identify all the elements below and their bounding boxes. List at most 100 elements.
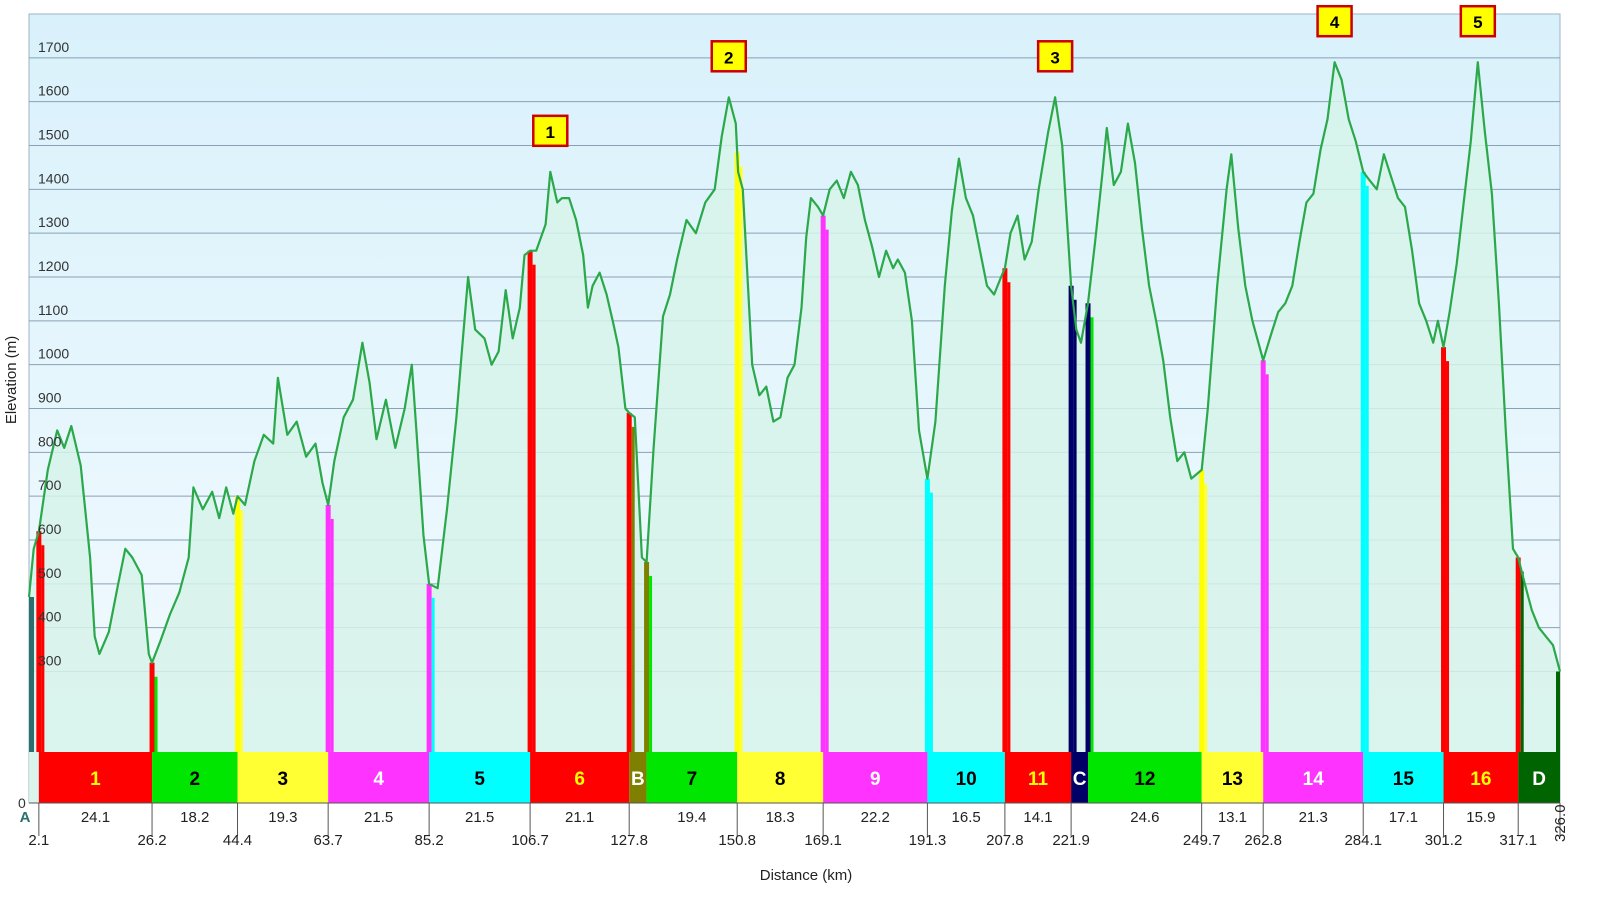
- segment-block: [646, 752, 738, 803]
- segment-label: 4: [373, 769, 384, 790]
- peak-marker-box: [1459, 4, 1497, 38]
- end-marker: [1556, 671, 1560, 752]
- segment-label: 15: [1393, 769, 1415, 790]
- y-axis-ticks: 0 300 400 500 600 700 800 900 1000 1100 1200 1300 14…: [18, 39, 69, 811]
- segment-length-label: 21.5: [465, 809, 494, 826]
- y-tick-label: 500: [38, 565, 62, 581]
- segment-length-label: 21.3: [1299, 809, 1328, 826]
- x-tick-label: 85.2: [415, 832, 444, 849]
- peak-markers: 1 2 3 4 5: [532, 4, 1497, 148]
- y-tick-label: 300: [38, 653, 62, 669]
- segment-bar: 1 24.1 2 18.2 3 19.3 4 21.5 5 21.5 6 21.1 B 7 19.4 8 18.…: [29, 752, 1560, 826]
- peak-marker-box: [1036, 40, 1074, 73]
- segment-marker: [1446, 361, 1450, 752]
- segment-label: 13: [1222, 769, 1243, 790]
- segment-block: [927, 752, 1005, 803]
- segment-marker: [426, 583, 432, 752]
- segment-block: [530, 752, 630, 803]
- segment-marker: [36, 531, 42, 752]
- x-tick-label: 169.1: [804, 832, 842, 849]
- elevation-fill: [29, 62, 1560, 803]
- segment-marker: [820, 215, 826, 753]
- x-tick-label: 221.9: [1052, 832, 1090, 849]
- x-tick-label: 284.1: [1344, 832, 1382, 849]
- x-tick-label: 317.1: [1499, 832, 1537, 849]
- segment-label: B: [631, 769, 645, 790]
- segment-marker: [1520, 571, 1524, 752]
- segment-length-label: 24.1: [81, 809, 110, 826]
- segment-marker: [929, 492, 933, 752]
- segment-marker: [149, 662, 155, 752]
- segment-length-label: 13.1: [1218, 809, 1247, 826]
- segment-label: C: [1073, 769, 1087, 790]
- peak-marker-label: 3: [1050, 48, 1059, 67]
- x-tick-label: 44.4: [223, 832, 252, 849]
- peak-marker-label: 1: [546, 123, 555, 142]
- segment-marker: [1365, 185, 1369, 753]
- elevation-area: [29, 62, 1560, 803]
- segment-label: 11: [1028, 769, 1049, 790]
- segment-marker: [330, 518, 334, 752]
- y-tick-label: 700: [38, 477, 62, 493]
- segment-block: [1518, 752, 1560, 803]
- segment-block: [38, 752, 153, 803]
- segment-marker: [626, 412, 632, 752]
- peak-marker-label: 4: [1330, 13, 1340, 32]
- segment-block: [328, 752, 430, 803]
- segment-marker: [1199, 469, 1205, 752]
- segment-marker: [240, 510, 244, 752]
- segment-label: 5: [474, 769, 485, 790]
- segment-block: [823, 752, 928, 803]
- segment-block: [1363, 752, 1444, 803]
- segment-label: 6: [574, 769, 585, 790]
- segment-marker: [1515, 557, 1521, 752]
- segment-marker: [1085, 303, 1091, 752]
- y-tick-label: 1000: [38, 346, 69, 362]
- x-tick-label: 191.3: [909, 832, 947, 849]
- segment-marker: [532, 264, 536, 752]
- x-tick-label: 2.1: [28, 832, 49, 849]
- peak-marker-label: 2: [724, 48, 733, 67]
- x-tick-label: 249.7: [1183, 832, 1221, 849]
- segment-marker: [1265, 374, 1269, 752]
- segment-length-label: 18.2: [180, 809, 209, 826]
- segment-marker: [1073, 299, 1077, 752]
- y-tick-label: 1400: [38, 170, 69, 186]
- segment-block: [152, 752, 238, 803]
- segment-length-label: 18.3: [766, 809, 795, 826]
- segment-block: [1004, 752, 1072, 803]
- peak-marker-box: [1316, 4, 1353, 38]
- y-tick-label: 1200: [38, 258, 69, 274]
- segment-label: 12: [1134, 769, 1155, 790]
- x-tick-label: 207.8: [986, 832, 1024, 849]
- y-tick-label: 0: [18, 795, 26, 811]
- x-tick-label: 150.8: [718, 832, 756, 849]
- y-tick-label: 1600: [38, 83, 69, 99]
- segment-marker: [825, 229, 829, 753]
- y-axis-title: Elevation (m): [3, 336, 20, 424]
- x-tick-label: 127.8: [610, 832, 648, 849]
- segment-marker: [431, 597, 435, 752]
- segment-label: 9: [870, 769, 881, 790]
- segment-marker: [1002, 268, 1008, 752]
- segment-length-label: 14.1: [1023, 809, 1052, 826]
- segment-block: [1263, 752, 1364, 803]
- elevation-line-group: [27, 61, 1562, 672]
- x-tick-label: 262.8: [1244, 832, 1282, 849]
- segment-marker: [41, 545, 45, 752]
- segment-block: [429, 752, 531, 803]
- segment-marker: [924, 478, 930, 752]
- segment-block: [1088, 752, 1202, 803]
- segment-marker: [734, 152, 740, 753]
- start-point-label: A: [20, 809, 31, 826]
- segment-length-label: 19.4: [677, 809, 706, 826]
- segment-marker: [739, 166, 743, 753]
- segment-marker: [644, 561, 650, 752]
- segment-marker: [1068, 285, 1074, 752]
- segment-block: [737, 752, 824, 803]
- segment-marker: [1007, 282, 1011, 752]
- segment-marker: [1204, 483, 1208, 752]
- segment-length-label: 24.6: [1130, 809, 1159, 826]
- segment-marker: [649, 575, 653, 752]
